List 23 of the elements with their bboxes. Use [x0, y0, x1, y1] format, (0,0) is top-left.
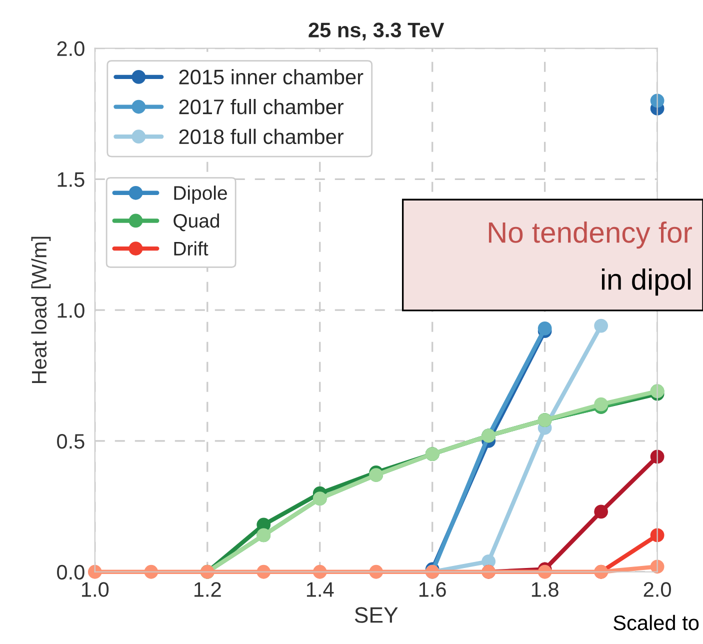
annotation: in dipol	[602, 268, 691, 296]
legend-label: Drift	[174, 241, 208, 256]
legend-label: 2015 inner chamber	[179, 69, 364, 84]
annotation: No tendency for	[488, 221, 692, 249]
x-tick-label: 2.0	[644, 582, 671, 597]
y-tick-label: 0.5	[57, 434, 84, 449]
legend-label: Quad	[174, 213, 219, 232]
x-tick-label: 1.6	[419, 582, 446, 597]
x-tick-label: 1.2	[194, 582, 221, 597]
y-tick-label: 0.0	[57, 564, 84, 580]
x-tick-label: 1.4	[306, 582, 334, 597]
chart-title: 25 ns, 3.3 TeV	[308, 22, 444, 40]
x-axis-title: SEY	[354, 607, 398, 623]
x-tick-label: 1.0	[82, 582, 109, 597]
y-axis-title: Heat load [W/m]	[31, 236, 51, 384]
legend-label: Dipole	[174, 186, 227, 204]
y-tick-label: 1.5	[58, 172, 84, 187]
legend-label: 2018 full chamber	[179, 128, 344, 144]
y-tick-label: 2.0	[57, 41, 84, 56]
x-tick-label: 1.8	[532, 582, 558, 597]
text: Scaled to	[614, 614, 699, 630]
y-tick-label: 1.0	[58, 303, 84, 318]
legend-label: 2017 full chamber	[179, 98, 344, 114]
